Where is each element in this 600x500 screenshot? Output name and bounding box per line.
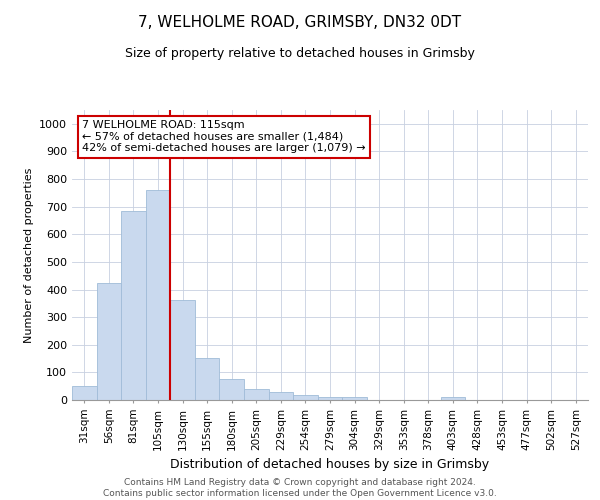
Bar xyxy=(244,389,269,400)
Bar xyxy=(121,211,146,400)
Bar xyxy=(220,380,244,400)
Bar xyxy=(440,397,465,400)
Text: Contains HM Land Registry data © Crown copyright and database right 2024.
Contai: Contains HM Land Registry data © Crown c… xyxy=(103,478,497,498)
Bar xyxy=(146,190,170,400)
Text: 7, WELHOLME ROAD, GRIMSBY, DN32 0DT: 7, WELHOLME ROAD, GRIMSBY, DN32 0DT xyxy=(139,15,461,30)
Bar xyxy=(293,395,318,400)
Bar xyxy=(195,358,220,400)
Text: Size of property relative to detached houses in Grimsby: Size of property relative to detached ho… xyxy=(125,48,475,60)
X-axis label: Distribution of detached houses by size in Grimsby: Distribution of detached houses by size … xyxy=(170,458,490,471)
Bar xyxy=(170,300,195,400)
Bar xyxy=(72,386,97,400)
Y-axis label: Number of detached properties: Number of detached properties xyxy=(23,168,34,342)
Bar xyxy=(97,284,121,400)
Bar xyxy=(318,396,342,400)
Text: 7 WELHOLME ROAD: 115sqm
← 57% of detached houses are smaller (1,484)
42% of semi: 7 WELHOLME ROAD: 115sqm ← 57% of detache… xyxy=(82,120,366,154)
Bar xyxy=(342,397,367,400)
Bar xyxy=(269,392,293,400)
